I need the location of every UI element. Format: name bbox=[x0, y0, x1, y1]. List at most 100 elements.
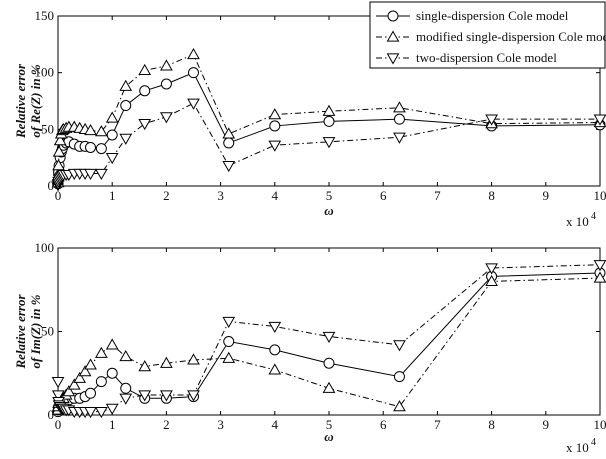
data-point bbox=[51, 390, 65, 402]
y-axis-label-line: of Im(Z) in % bbox=[28, 294, 43, 368]
data-point bbox=[393, 101, 406, 113]
x-multiplier-label: x 10 bbox=[566, 440, 589, 455]
x-tick-label: 4 bbox=[272, 188, 279, 203]
data-point bbox=[322, 381, 336, 393]
data-point bbox=[85, 141, 97, 153]
series-3 bbox=[51, 260, 606, 419]
data-point bbox=[393, 132, 406, 144]
data-point bbox=[485, 274, 498, 287]
y-tick-label: 150 bbox=[35, 8, 55, 23]
x-tick-label: 9 bbox=[543, 188, 550, 203]
x-tick-label: 8 bbox=[488, 188, 495, 203]
x-tick-label: 0 bbox=[55, 188, 62, 203]
y-axis-label: Relative errorof Re(Z) in % bbox=[13, 63, 43, 139]
legend-marker bbox=[386, 53, 400, 65]
data-point bbox=[138, 360, 152, 372]
x-axis-label: ω bbox=[324, 429, 333, 444]
data-point bbox=[322, 331, 336, 344]
x-multiplier-label: x 10 bbox=[566, 214, 589, 229]
data-point bbox=[268, 140, 282, 152]
data-point bbox=[393, 340, 406, 352]
data-point bbox=[188, 67, 199, 79]
data-point bbox=[84, 358, 97, 370]
series-3 bbox=[51, 98, 606, 192]
x-tick-label: 3 bbox=[217, 417, 224, 432]
data-point bbox=[593, 114, 606, 126]
data-point bbox=[160, 59, 173, 71]
legend-label: two-dispersion Cole model bbox=[416, 50, 557, 65]
data-point bbox=[323, 115, 335, 127]
x-tick-label: 10 bbox=[594, 417, 606, 432]
data-point bbox=[106, 367, 118, 379]
x-tick-label: 2 bbox=[163, 417, 170, 432]
x-tick-label: 7 bbox=[434, 417, 441, 432]
data-point bbox=[62, 385, 76, 397]
data-point bbox=[268, 321, 282, 333]
data-point bbox=[73, 371, 87, 383]
legend-marker bbox=[387, 10, 399, 22]
data-point bbox=[95, 376, 107, 388]
data-point bbox=[393, 113, 405, 125]
x-tick-label: 0 bbox=[55, 417, 62, 432]
x-tick-label: 5 bbox=[326, 188, 333, 203]
y-tick-label: 100 bbox=[35, 65, 55, 80]
data-point bbox=[138, 390, 152, 402]
legend-label: single-dispersion Cole model bbox=[416, 8, 569, 23]
legend: single-dispersion Cole model modified sin… bbox=[369, 1, 606, 69]
data-point bbox=[94, 346, 108, 358]
data-point bbox=[84, 123, 97, 136]
x-tick-label: 6 bbox=[380, 188, 387, 203]
y-axis-label-line: Relative error bbox=[13, 63, 28, 139]
y-tick-label: 0 bbox=[48, 178, 55, 193]
data-point bbox=[84, 168, 97, 181]
data-point bbox=[139, 85, 151, 97]
data-point bbox=[223, 137, 235, 149]
y-axis-label-line: Relative error bbox=[13, 294, 28, 370]
data-point bbox=[187, 48, 200, 60]
data-point bbox=[393, 371, 405, 383]
x-tick-label: 7 bbox=[434, 188, 441, 203]
x-tick-label: 9 bbox=[543, 417, 550, 432]
data-point bbox=[485, 263, 498, 275]
data-point bbox=[119, 350, 133, 362]
data-point bbox=[105, 403, 119, 415]
data-point bbox=[138, 63, 152, 76]
x-axis-label: ω bbox=[324, 203, 333, 218]
x-tick-label: 5 bbox=[326, 417, 333, 432]
y-tick-label: 0 bbox=[48, 407, 55, 422]
data-point bbox=[222, 160, 236, 173]
data-point bbox=[95, 143, 107, 155]
data-point bbox=[84, 407, 97, 419]
x-tick-label: 1 bbox=[109, 417, 116, 432]
data-point bbox=[160, 112, 173, 124]
y-tick-label: 50 bbox=[41, 324, 54, 339]
data-point bbox=[94, 125, 108, 137]
data-point bbox=[78, 365, 92, 377]
data-point bbox=[105, 111, 119, 123]
y-tick-label: 100 bbox=[35, 240, 55, 255]
data-point bbox=[120, 382, 132, 394]
data-point bbox=[593, 260, 606, 272]
data-point bbox=[85, 387, 97, 399]
series-1 bbox=[52, 67, 606, 190]
data-point bbox=[323, 357, 335, 369]
data-point bbox=[67, 378, 81, 390]
data-point bbox=[119, 393, 133, 405]
data-point bbox=[119, 133, 133, 145]
data-point bbox=[268, 108, 282, 120]
data-point bbox=[120, 100, 132, 112]
data-point bbox=[269, 120, 281, 132]
data-point bbox=[223, 336, 235, 348]
x-tick-label: 3 bbox=[217, 188, 224, 203]
data-point bbox=[187, 390, 200, 402]
data-point bbox=[51, 376, 65, 389]
data-point bbox=[160, 390, 173, 402]
data-point bbox=[222, 316, 236, 328]
data-point bbox=[106, 129, 118, 141]
x-tick-label: 10 bbox=[594, 188, 606, 203]
data-point bbox=[322, 137, 336, 149]
data-point bbox=[187, 98, 200, 110]
y-axis-label: Relative errorof Im(Z) in % bbox=[13, 294, 43, 370]
